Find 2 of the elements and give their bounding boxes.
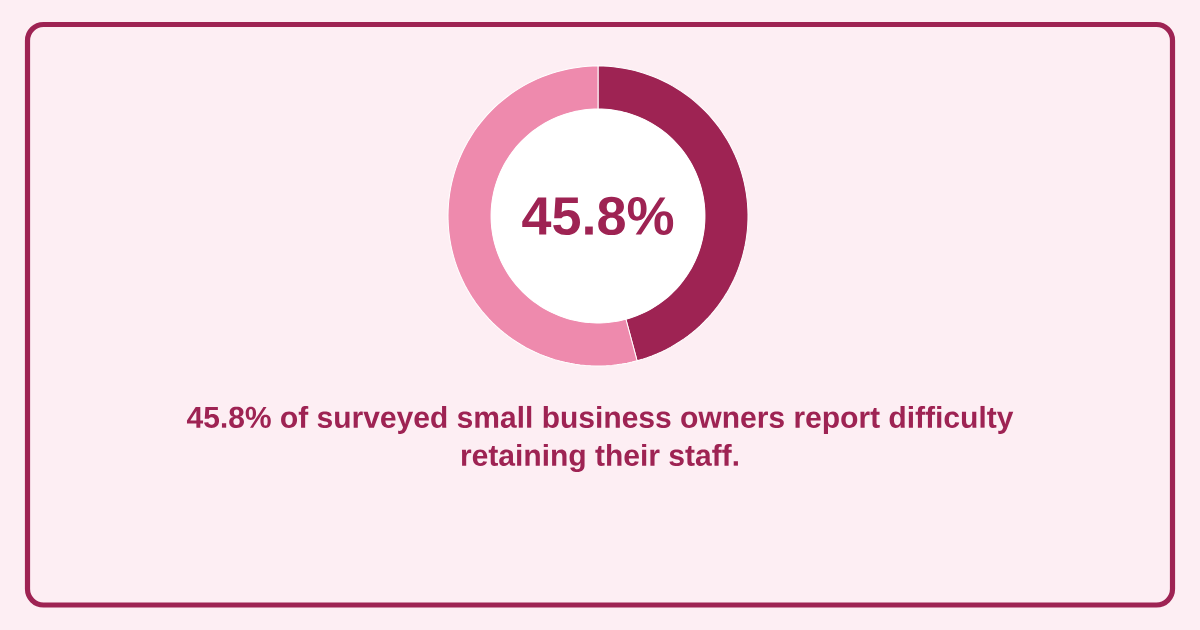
text: 45.8% [522,196,674,236]
text: 45.8% of surveyed small business owners report difficulty retaining their staff. [186,405,1014,473]
